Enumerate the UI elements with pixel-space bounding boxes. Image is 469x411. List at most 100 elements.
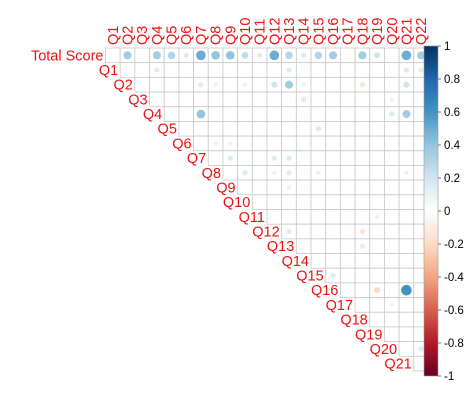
col-label-q15: Q15	[311, 18, 327, 45]
corr-circle-q2-q21	[403, 81, 410, 88]
grid-cell	[281, 194, 297, 210]
grid-cell	[295, 223, 312, 240]
corr-circle-total-score-q15	[314, 51, 323, 60]
corr-circle-q9-q13	[286, 185, 292, 190]
grid-cell	[222, 76, 239, 93]
row-label-q11: Q11	[239, 210, 265, 226]
grid-cell	[354, 135, 371, 152]
grid-cell	[163, 76, 180, 93]
grid-cell	[222, 62, 239, 78]
grid-cell	[222, 91, 239, 108]
col-label-q14: Q14	[297, 18, 313, 45]
grid-cell	[384, 165, 400, 181]
grid-cell	[369, 253, 385, 269]
row-label-q7: Q7	[187, 151, 206, 167]
grid-cell	[266, 62, 283, 78]
col-label-q11: Q11	[253, 19, 269, 45]
grid-cell	[310, 194, 327, 210]
grid-cell	[369, 179, 385, 196]
row-label-q15: Q15	[296, 269, 323, 285]
grid-cell	[178, 121, 194, 137]
row-label-q21: Q21	[384, 357, 411, 373]
grid-cell	[354, 165, 371, 181]
colorbar-tick-label: -0.6	[444, 305, 464, 317]
grid-cell	[237, 150, 253, 166]
grid-cell	[281, 209, 297, 225]
col-label-q1: Q1	[106, 26, 122, 45]
corr-circle-q7-q13	[286, 155, 292, 161]
col-label-q22: Q22	[414, 18, 430, 45]
grid-cell	[134, 47, 150, 64]
col-label-q8: Q8	[209, 26, 225, 45]
grid-cell	[325, 223, 341, 240]
grid-cell	[369, 121, 385, 137]
grid-cell	[398, 209, 415, 225]
grid-cell	[193, 62, 209, 78]
row-label-q10: Q10	[223, 195, 250, 211]
grid-cell	[281, 121, 297, 137]
grid-cell	[251, 135, 268, 152]
col-label-q3: Q3	[135, 26, 151, 45]
grid-cell	[310, 135, 327, 152]
color-legend: 1 0.8 0.6 0.4 0.2 0 -0.2 -0.4 -0.6 -0.8 -1	[423, 41, 464, 383]
corr-circle-q6-q9	[228, 141, 233, 146]
corr-circle-total-score-q18	[358, 51, 367, 60]
grid-cell	[398, 194, 415, 210]
row-label-q4: Q4	[143, 107, 162, 123]
grid-cell	[295, 150, 312, 166]
corr-circle-total-score-q14	[301, 52, 307, 58]
grid-cell	[384, 326, 400, 343]
grid-cell	[251, 106, 268, 122]
grid-cell	[354, 106, 371, 122]
col-label-q2: Q2	[121, 26, 137, 45]
grid-cell	[295, 194, 312, 210]
grid-cell	[398, 91, 415, 108]
grid-cell	[237, 91, 253, 108]
col-label-q20: Q20	[385, 18, 401, 45]
grid-cell	[207, 106, 224, 122]
grid-cell	[325, 179, 341, 196]
grid-cell	[398, 253, 415, 269]
grid-cell	[339, 91, 356, 108]
grid-cell	[325, 165, 341, 181]
cell-layer	[123, 50, 426, 352]
grid-cell	[295, 121, 312, 137]
corr-circle-q8-q10	[242, 170, 248, 176]
row-label-q18: Q18	[340, 313, 367, 329]
grid-cell	[339, 106, 356, 122]
grid-cell	[178, 76, 194, 93]
grid-cell	[398, 326, 415, 343]
row-label-q8: Q8	[202, 166, 221, 182]
corr-circle-q5-q15	[315, 126, 322, 132]
grid-cell	[354, 62, 371, 78]
corr-circle-q2-q7	[198, 82, 204, 88]
grid-cell	[398, 179, 415, 196]
grid-cell	[339, 267, 356, 284]
corr-circle-q2-q18	[359, 82, 366, 88]
grid-layer	[105, 47, 429, 372]
corr-circle-total-score-q12	[269, 50, 280, 61]
col-label-q5: Q5	[165, 26, 181, 45]
grid-cell	[325, 209, 341, 225]
grid-cell	[369, 267, 385, 284]
grid-cell	[207, 62, 224, 78]
grid-cell	[295, 209, 312, 225]
corr-circle-q3-q14	[301, 96, 307, 103]
grid-cell	[163, 91, 180, 108]
grid-cell	[310, 253, 327, 269]
grid-cell	[310, 209, 327, 225]
grid-cell	[354, 150, 371, 166]
colorbar-gradient	[423, 45, 439, 377]
grid-cell	[193, 91, 209, 108]
grid-cell	[354, 282, 371, 298]
colorbar-tick-label: 0.6	[444, 107, 460, 119]
corr-circle-total-score-q8	[211, 51, 220, 60]
grid-cell	[369, 311, 385, 328]
row-label-q5: Q5	[158, 122, 177, 138]
grid-cell	[369, 91, 385, 108]
grid-cell	[325, 121, 341, 137]
grid-cell	[384, 47, 400, 64]
grid-cell	[369, 194, 385, 210]
grid-cell	[281, 135, 297, 152]
